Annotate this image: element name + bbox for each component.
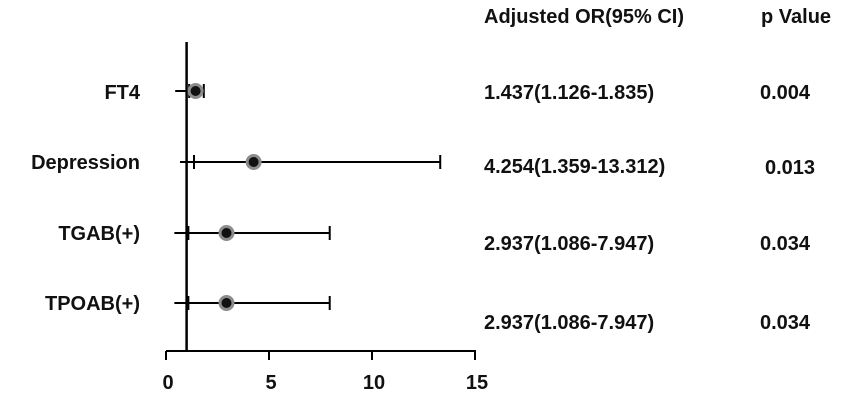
or-value-ft4: 1.437(1.126-1.835): [484, 82, 655, 104]
p-value-column-header: p Value: [761, 6, 832, 28]
p-value-tgab: 0.034: [760, 233, 811, 255]
x-tick-label-10: 10: [363, 372, 385, 394]
row-label-tpoab: TPOAB(+): [45, 293, 140, 315]
p-value-tpoab: 0.034: [760, 312, 811, 334]
point-estimate-ft4: [187, 83, 204, 99]
point-estimate-tgab: [218, 225, 235, 241]
row-label-depression: Depression: [31, 152, 140, 174]
or-value-tgab: 2.937(1.086-7.947): [484, 233, 655, 255]
row-label-ft4: FT4: [104, 82, 140, 104]
x-tick-label-5: 5: [265, 372, 276, 394]
x-tick-label-0: 0: [162, 372, 173, 394]
p-value-ft4: 0.004: [760, 82, 811, 104]
x-tick-label-15: 15: [466, 372, 488, 394]
or-value-depression: 4.254(1.359-13.312): [484, 156, 666, 178]
point-estimate-depression: [245, 154, 262, 170]
row-label-tgab: TGAB(+): [58, 223, 140, 245]
p-value-depression: 0.013: [765, 157, 816, 179]
point-estimate-tpoab: [218, 295, 235, 311]
or-value-tpoab: 2.937(1.086-7.947): [484, 312, 655, 334]
or-column-header: Adjusted OR(95% CI): [484, 6, 685, 28]
